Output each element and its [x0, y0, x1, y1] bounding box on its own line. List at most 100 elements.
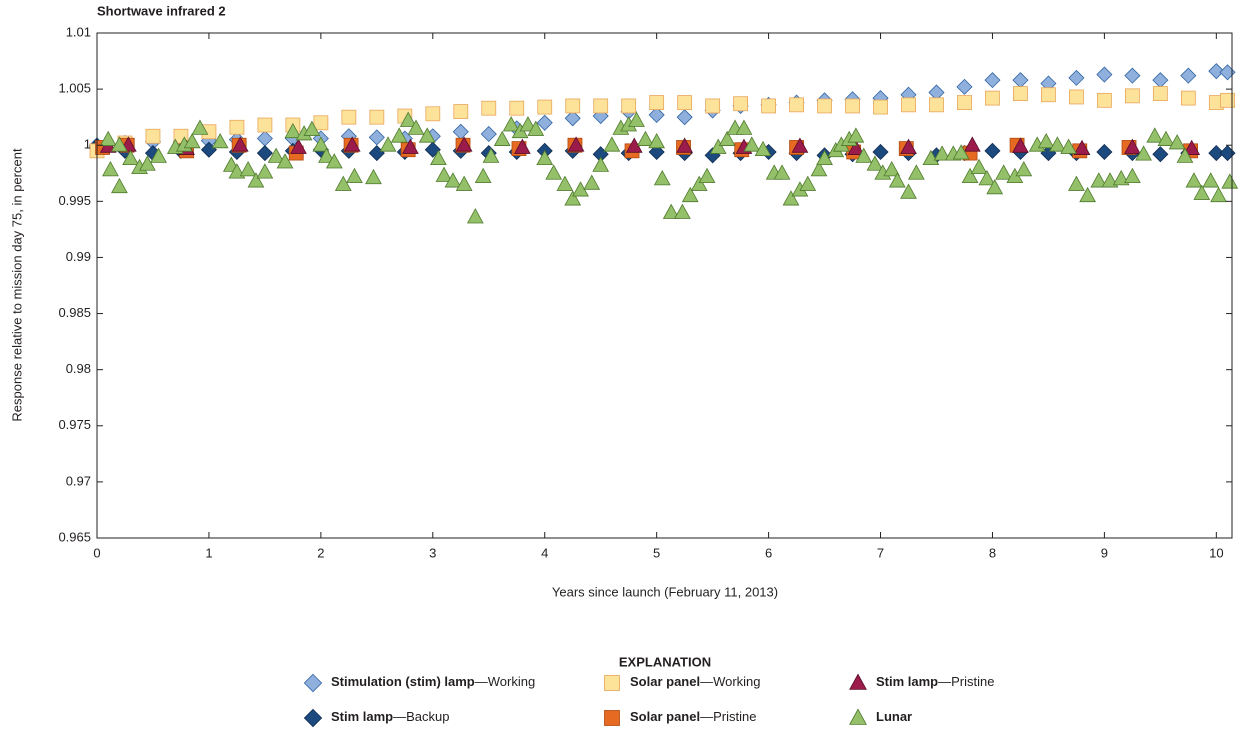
legend: Stimulation (stim) lamp—Working Solar pan… — [303, 673, 994, 728]
x-tick-label: 6 — [765, 545, 772, 560]
square-marker — [604, 675, 620, 691]
legend-title: EXPLANATION — [619, 654, 711, 669]
triangle-marker — [773, 164, 791, 180]
triangle-marker — [637, 130, 654, 146]
triangle-marker — [343, 136, 361, 152]
y-tick-label: 0.985 — [58, 305, 91, 320]
triangle-marker — [810, 161, 828, 177]
triangle-marker — [718, 130, 736, 146]
y-tick-label: 0.99 — [66, 249, 91, 264]
square-marker — [593, 98, 609, 114]
triangle-marker — [399, 111, 417, 127]
triangle-marker — [231, 136, 249, 152]
triangle-marker — [888, 172, 906, 188]
triangle-marker — [681, 186, 699, 203]
square-marker — [733, 96, 749, 112]
y-tick-label: 0.97 — [66, 473, 91, 488]
square-marker — [985, 90, 1000, 106]
triangle-marker — [536, 149, 554, 166]
triangle-marker — [239, 161, 257, 177]
square-marker — [789, 97, 804, 113]
diamond-marker — [676, 109, 693, 126]
triangle-marker — [138, 155, 156, 171]
triangle-marker — [502, 116, 520, 132]
triangle-marker — [1079, 186, 1096, 203]
y-tick-label: 0.995 — [58, 193, 91, 208]
triangle-marker — [648, 132, 666, 149]
triangle-marker — [303, 120, 321, 136]
x-axis-label: Years since launch (February 11, 2013) — [552, 584, 778, 599]
triangle-marker — [1193, 184, 1211, 200]
diamond-marker — [984, 72, 1001, 89]
square-marker — [621, 98, 637, 114]
triangle-marker — [435, 166, 453, 182]
diamond-marker — [1208, 63, 1225, 80]
triangle-marker — [1183, 139, 1201, 155]
y-tick-label: 0.975 — [58, 417, 91, 432]
series — [99, 111, 1239, 224]
square-marker — [257, 117, 273, 133]
triangle-marker — [1135, 145, 1152, 161]
diamond-marker — [564, 110, 581, 127]
triangle-marker — [122, 149, 139, 166]
y-tick-label: 0.98 — [66, 361, 91, 376]
triangle-marker — [970, 158, 988, 175]
square-marker — [341, 109, 357, 125]
diamond-marker — [1219, 64, 1236, 81]
triangle-marker — [698, 167, 716, 183]
triangle-marker — [556, 175, 574, 191]
diamond-marker — [956, 78, 973, 95]
triangle-marker — [1037, 132, 1055, 149]
triangle-marker — [455, 175, 473, 191]
triangle-marker — [592, 156, 610, 172]
legend-label: Stim lamp—Pristine — [876, 674, 994, 689]
triangle-marker — [318, 147, 335, 163]
x-tick-label: 5 — [653, 545, 660, 560]
triangle-marker — [284, 122, 302, 139]
y-tick-label: 1.01 — [66, 24, 91, 39]
triangle-marker — [474, 167, 492, 183]
square-marker — [1152, 86, 1168, 101]
diamond-marker — [1012, 72, 1029, 89]
triangle-marker — [99, 130, 117, 146]
square-marker — [1220, 92, 1235, 108]
square-marker — [481, 100, 497, 116]
square-marker — [677, 95, 693, 110]
triangle-marker — [1185, 172, 1203, 188]
triangle-marker — [418, 127, 436, 143]
triangle-marker — [855, 147, 873, 163]
square-marker — [705, 98, 721, 114]
triangle-marker — [922, 149, 940, 166]
plot-area — [88, 63, 1239, 224]
triangle-marker — [583, 174, 601, 190]
triangle-marker — [564, 190, 582, 206]
triangle-marker — [782, 190, 800, 206]
triangle-marker — [267, 147, 285, 163]
triangle-marker — [183, 132, 201, 149]
triangle-marker — [1124, 138, 1141, 154]
triangle-marker — [1073, 139, 1091, 155]
square-marker — [817, 98, 832, 114]
triangle-marker — [482, 147, 500, 163]
square-marker — [229, 119, 245, 135]
triangle-marker — [567, 136, 585, 152]
diamond-marker — [480, 125, 497, 143]
square-marker — [845, 98, 860, 114]
triangle-marker — [407, 119, 425, 135]
triangle-marker — [743, 136, 761, 152]
triangle-marker — [211, 132, 229, 149]
diamond-marker — [1096, 66, 1113, 83]
square-marker — [145, 128, 161, 144]
diamond-marker — [984, 142, 1001, 159]
triangle-marker — [791, 137, 809, 153]
square-marker — [313, 115, 329, 131]
triangle-marker — [444, 172, 462, 188]
square-marker — [1041, 87, 1056, 103]
triangle-marker — [907, 164, 925, 180]
y-axis-label: Response relative to mission day 75, in … — [9, 148, 24, 422]
triangle-marker — [754, 140, 772, 157]
diamond-marker — [536, 114, 553, 131]
triangle-marker — [247, 172, 265, 188]
triangle-marker — [111, 136, 128, 152]
diamond-marker — [1152, 146, 1169, 163]
